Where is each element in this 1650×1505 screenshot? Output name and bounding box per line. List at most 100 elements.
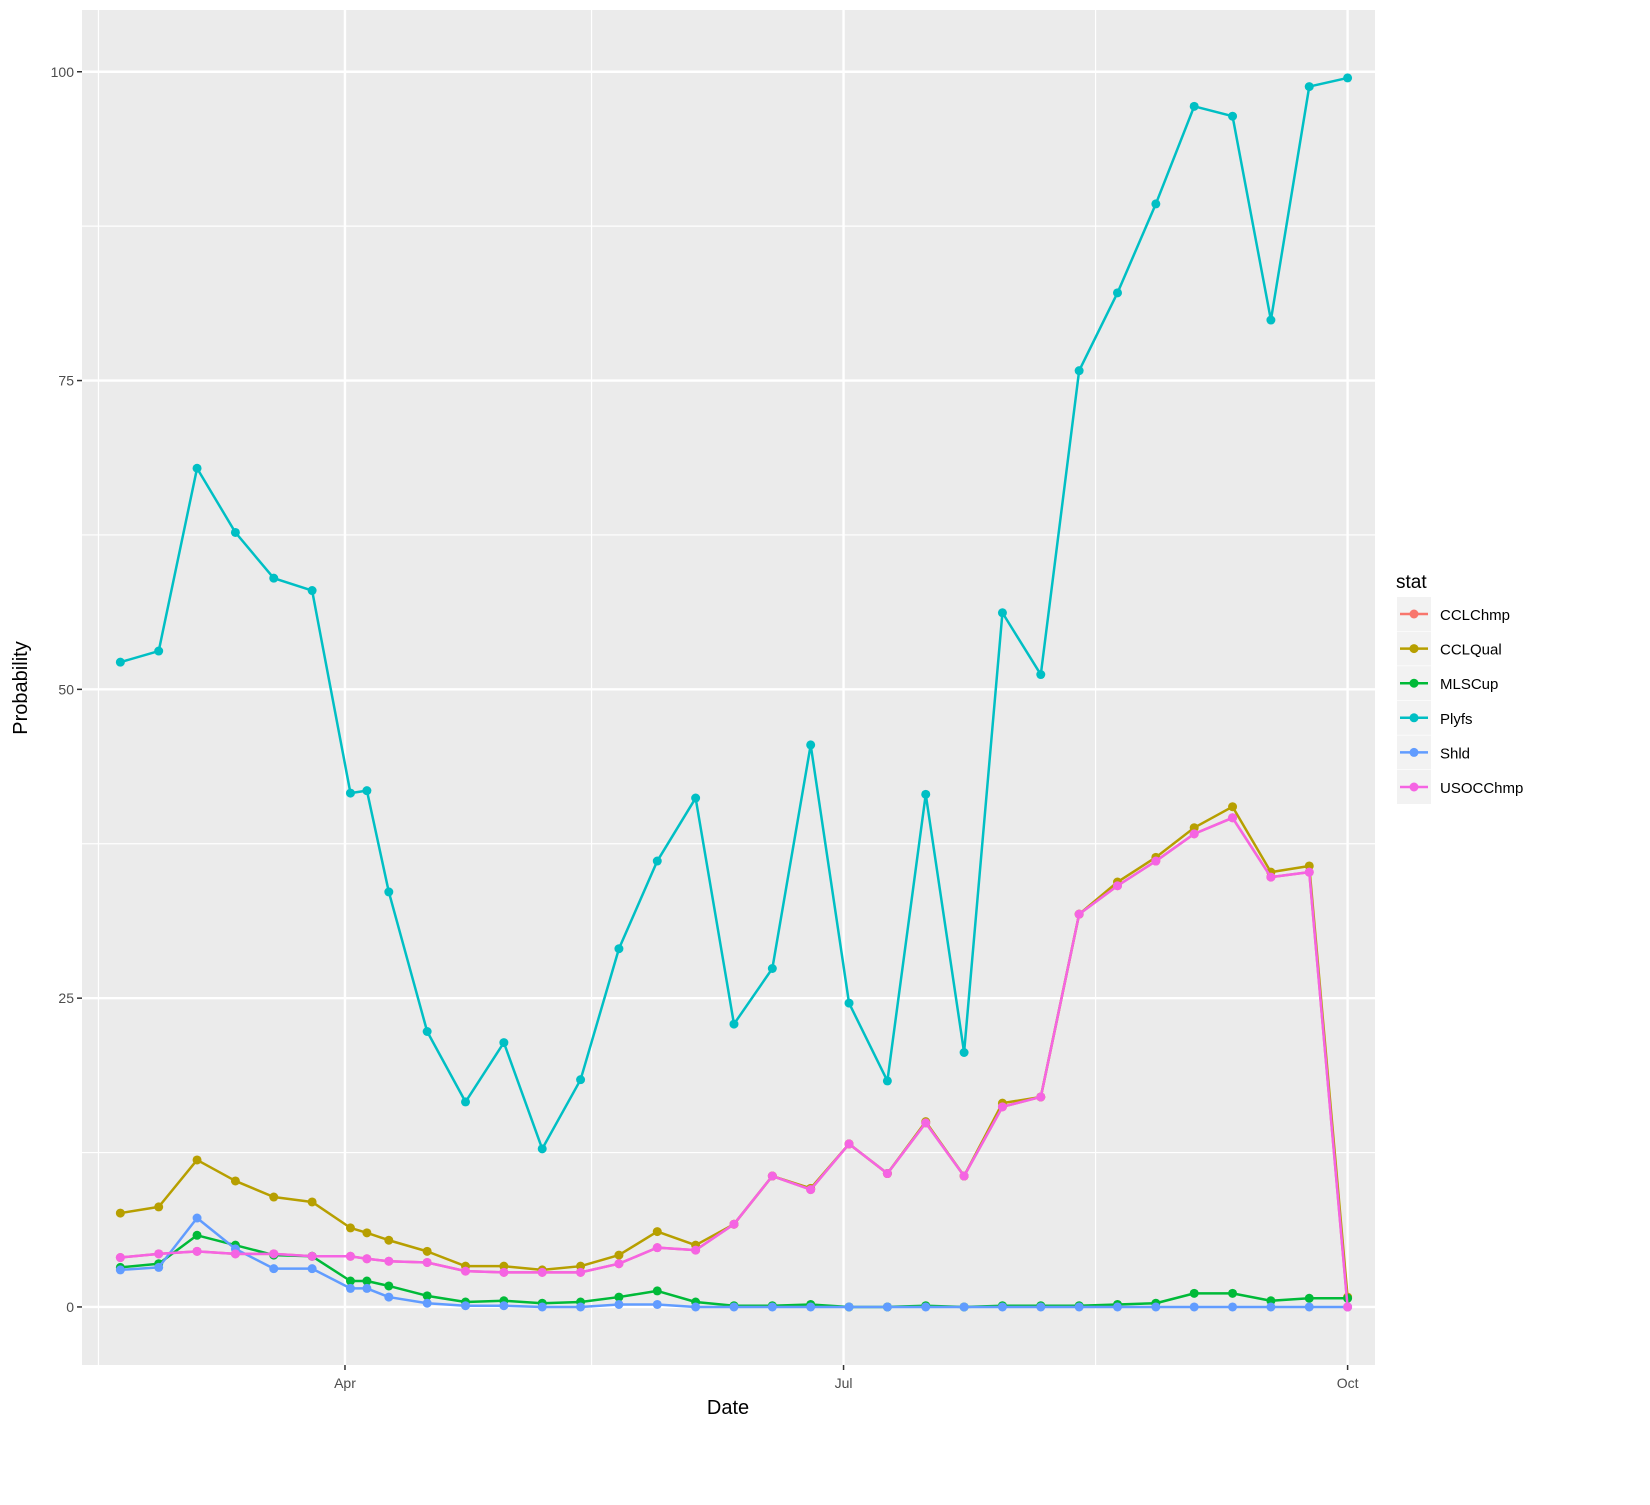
data-point: [362, 786, 372, 796]
data-point: [921, 789, 931, 799]
data-point: [269, 573, 279, 583]
data-point: [1228, 1302, 1238, 1312]
data-point: [269, 1264, 279, 1274]
data-point: [921, 1302, 931, 1312]
data-point: [1074, 1302, 1084, 1312]
data-point: [1151, 856, 1161, 866]
legend-point: [1409, 713, 1419, 723]
data-point: [154, 1262, 164, 1272]
data-point: [806, 740, 816, 750]
legend-label: USOCChmp: [1440, 780, 1523, 797]
x-tick-label: Oct: [1337, 1375, 1359, 1391]
legend-point: [1409, 678, 1419, 688]
series-plyfs: [115, 73, 1353, 1154]
y-axis-title: Probability: [10, 641, 32, 734]
data-point: [1343, 1302, 1353, 1312]
data-point: [192, 1155, 202, 1165]
data-point: [921, 1118, 931, 1128]
data-point: [1304, 1293, 1314, 1303]
data-point: [384, 1235, 394, 1245]
data-point: [362, 1228, 372, 1238]
legend-point: [1409, 747, 1419, 757]
data-point: [192, 463, 202, 473]
data-point: [1304, 867, 1314, 877]
data-point: [115, 1208, 125, 1218]
legend-title: stat: [1396, 572, 1427, 593]
data-point: [997, 1102, 1007, 1112]
data-point: [422, 1026, 432, 1036]
data-point: [1266, 1302, 1276, 1312]
data-point: [269, 1192, 279, 1202]
legend-label: CCLQual: [1440, 642, 1502, 659]
data-point: [614, 1292, 624, 1302]
data-point: [959, 1171, 969, 1181]
y-tick-label: 50: [58, 681, 74, 697]
data-point: [384, 887, 394, 897]
legend-point: [1409, 644, 1419, 654]
data-point: [614, 1250, 624, 1260]
data-point: [806, 1185, 816, 1195]
series-lines: [115, 73, 1353, 1312]
data-point: [691, 1302, 701, 1312]
data-point: [422, 1298, 432, 1308]
data-point: [537, 1144, 547, 1154]
data-point: [537, 1267, 547, 1277]
data-point: [1189, 1288, 1199, 1298]
data-point: [576, 1302, 586, 1312]
data-point: [1112, 288, 1122, 298]
data-point: [461, 1301, 471, 1311]
legend-label: MLSCup: [1440, 676, 1498, 693]
data-point: [192, 1213, 202, 1223]
data-point: [345, 788, 355, 798]
data-point: [461, 1266, 471, 1276]
data-point: [307, 1264, 317, 1274]
x-tick-label: Jul: [835, 1375, 853, 1391]
data-point: [882, 1076, 892, 1086]
data-point: [345, 1276, 355, 1286]
axes: 0 25 50 75 100 Apr Jul Oct: [51, 64, 1359, 1391]
legend-item-cclchmp: CCLChmp: [1397, 597, 1510, 631]
data-point: [576, 1075, 586, 1085]
data-point: [1189, 823, 1199, 833]
data-point: [882, 1169, 892, 1179]
data-point: [269, 1249, 279, 1259]
legend-item-shld: Shld: [1397, 735, 1470, 770]
data-point: [844, 998, 854, 1008]
data-point: [1266, 315, 1276, 325]
data-point: [576, 1261, 586, 1271]
data-point: [1266, 1296, 1276, 1306]
data-point: [1189, 1302, 1199, 1312]
data-point: [1036, 1092, 1046, 1102]
legend-label: Shld: [1440, 745, 1470, 762]
x-tick-label: Apr: [334, 1375, 356, 1391]
data-point: [1304, 861, 1314, 871]
data-point: [1304, 82, 1314, 92]
data-point: [767, 964, 777, 974]
data-point: [499, 1301, 509, 1311]
data-point: [1036, 670, 1046, 680]
data-point: [422, 1257, 432, 1267]
data-point: [192, 1246, 202, 1256]
data-point: [1304, 1302, 1314, 1312]
data-point: [1228, 813, 1238, 823]
data-point: [307, 1251, 317, 1261]
data-point: [345, 1223, 355, 1233]
data-point: [384, 1281, 394, 1291]
data-point: [461, 1097, 471, 1107]
data-point: [997, 1302, 1007, 1312]
y-tick-label: 0: [66, 1299, 74, 1315]
series-line: [120, 76, 1348, 1151]
data-point: [652, 1299, 662, 1309]
data-point: [230, 1249, 240, 1259]
gridlines: [82, 10, 1375, 1365]
y-tick-label: 75: [58, 373, 74, 389]
data-point: [652, 856, 662, 866]
legend-point: [1409, 609, 1419, 619]
legend-item-usocchmp: USOCChmp: [1397, 770, 1523, 804]
data-point: [614, 944, 624, 954]
data-point: [154, 1202, 164, 1212]
data-point: [729, 1302, 739, 1312]
data-point: [230, 1176, 240, 1186]
data-point: [882, 1302, 892, 1312]
